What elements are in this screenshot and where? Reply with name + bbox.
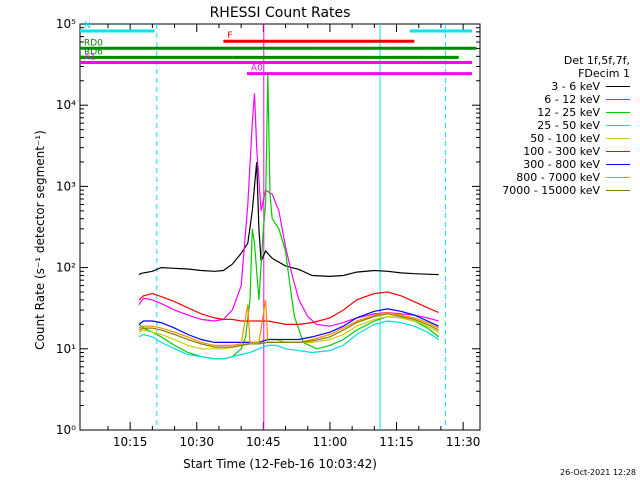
legend-swatch <box>606 176 630 179</box>
y-tick-label: 10⁰ <box>56 423 76 437</box>
x-tick-label: 10:30 <box>179 435 214 449</box>
series-line <box>138 93 439 327</box>
series-line <box>138 161 439 278</box>
series-line <box>138 299 439 346</box>
state-bar-label: A0 <box>251 64 263 74</box>
state-bar-label: A1 <box>84 53 96 63</box>
legend-header-line-2: FDecim 1 <box>578 67 630 80</box>
footer-timestamp: 26-Oct-2021 12:28 <box>560 468 636 477</box>
state-bar-label: F <box>227 31 232 41</box>
y-tick-label: 10² <box>56 261 76 275</box>
y-tick-label: 10⁴ <box>56 98 76 112</box>
legend-entry: 7000 - 15000 keV <box>480 184 630 197</box>
legend-swatch <box>606 98 630 101</box>
legend-entry: 300 - 800 keV <box>480 158 630 171</box>
legend-swatch <box>606 163 630 166</box>
legend-header-line-1: Det 1f,5f,7f, <box>563 54 630 67</box>
legend-swatch <box>606 85 630 88</box>
legend-entry: 100 - 300 keV <box>480 145 630 158</box>
legend-swatch <box>606 150 630 153</box>
legend-entry-label: 300 - 800 keV <box>523 158 600 171</box>
x-tick-label: 11:30 <box>446 435 481 449</box>
legend-swatch <box>606 111 630 114</box>
x-axis-label: Start Time (12-Feb-16 10:03:42) <box>183 457 377 471</box>
legend-entry: 25 - 50 keV <box>480 119 630 132</box>
state-bar-label: RD6 <box>84 47 103 57</box>
legend-swatch <box>606 137 630 140</box>
chart-title: RHESSI Count Rates <box>210 5 351 21</box>
x-tick-label: 11:15 <box>379 435 414 449</box>
legend-entry-label: 100 - 300 keV <box>523 145 600 158</box>
legend-swatch <box>606 189 630 192</box>
legend-entry: 12 - 25 keV <box>480 106 630 119</box>
legend-entry: 800 - 7000 keV <box>480 171 630 184</box>
legend: Det 1f,5f,7f, FDecim 1 3 - 6 keV 6 - 12 k… <box>480 54 630 197</box>
series-line <box>138 320 440 360</box>
legend-entry-label: 50 - 100 keV <box>530 132 600 145</box>
legend-entry-label: 3 - 6 keV <box>551 80 600 93</box>
x-tick-label: 10:15 <box>113 435 148 449</box>
legend-entry: 3 - 6 keV <box>480 80 630 93</box>
x-tick-label: 10:45 <box>246 435 281 449</box>
series-line <box>138 72 440 360</box>
legend-entry-label: 6 - 12 keV <box>544 93 600 106</box>
legend-entry-label: 12 - 25 keV <box>537 106 600 119</box>
y-tick-label: 10¹ <box>56 342 76 356</box>
legend-entry: 50 - 100 keV <box>480 132 630 145</box>
x-tick-label: 11:00 <box>313 435 348 449</box>
plot-frame <box>79 23 481 431</box>
y-tick-label: 10³ <box>56 179 76 193</box>
legend-swatch <box>606 124 630 127</box>
legend-entry-label: 25 - 50 keV <box>537 119 600 132</box>
legend-entry: 6 - 12 keV <box>480 93 630 106</box>
series-line <box>138 313 439 348</box>
y-axis-label: Count Rate (s⁻¹ detector segment⁻¹) <box>33 130 47 350</box>
series-line <box>138 291 439 325</box>
legend-entry-label: 7000 - 15000 keV <box>502 184 600 197</box>
state-bar-label: RD0 <box>84 38 103 48</box>
state-bar-label: N <box>84 21 91 31</box>
legend-entry-label: 800 - 7000 keV <box>516 171 600 184</box>
plot-area: 10⁰ 10¹ 10² 10³ 10⁴ 10⁵ 10:15 10:30 10:45 11:00 11… <box>56 17 481 449</box>
y-tick-label: 10⁵ <box>56 17 76 31</box>
